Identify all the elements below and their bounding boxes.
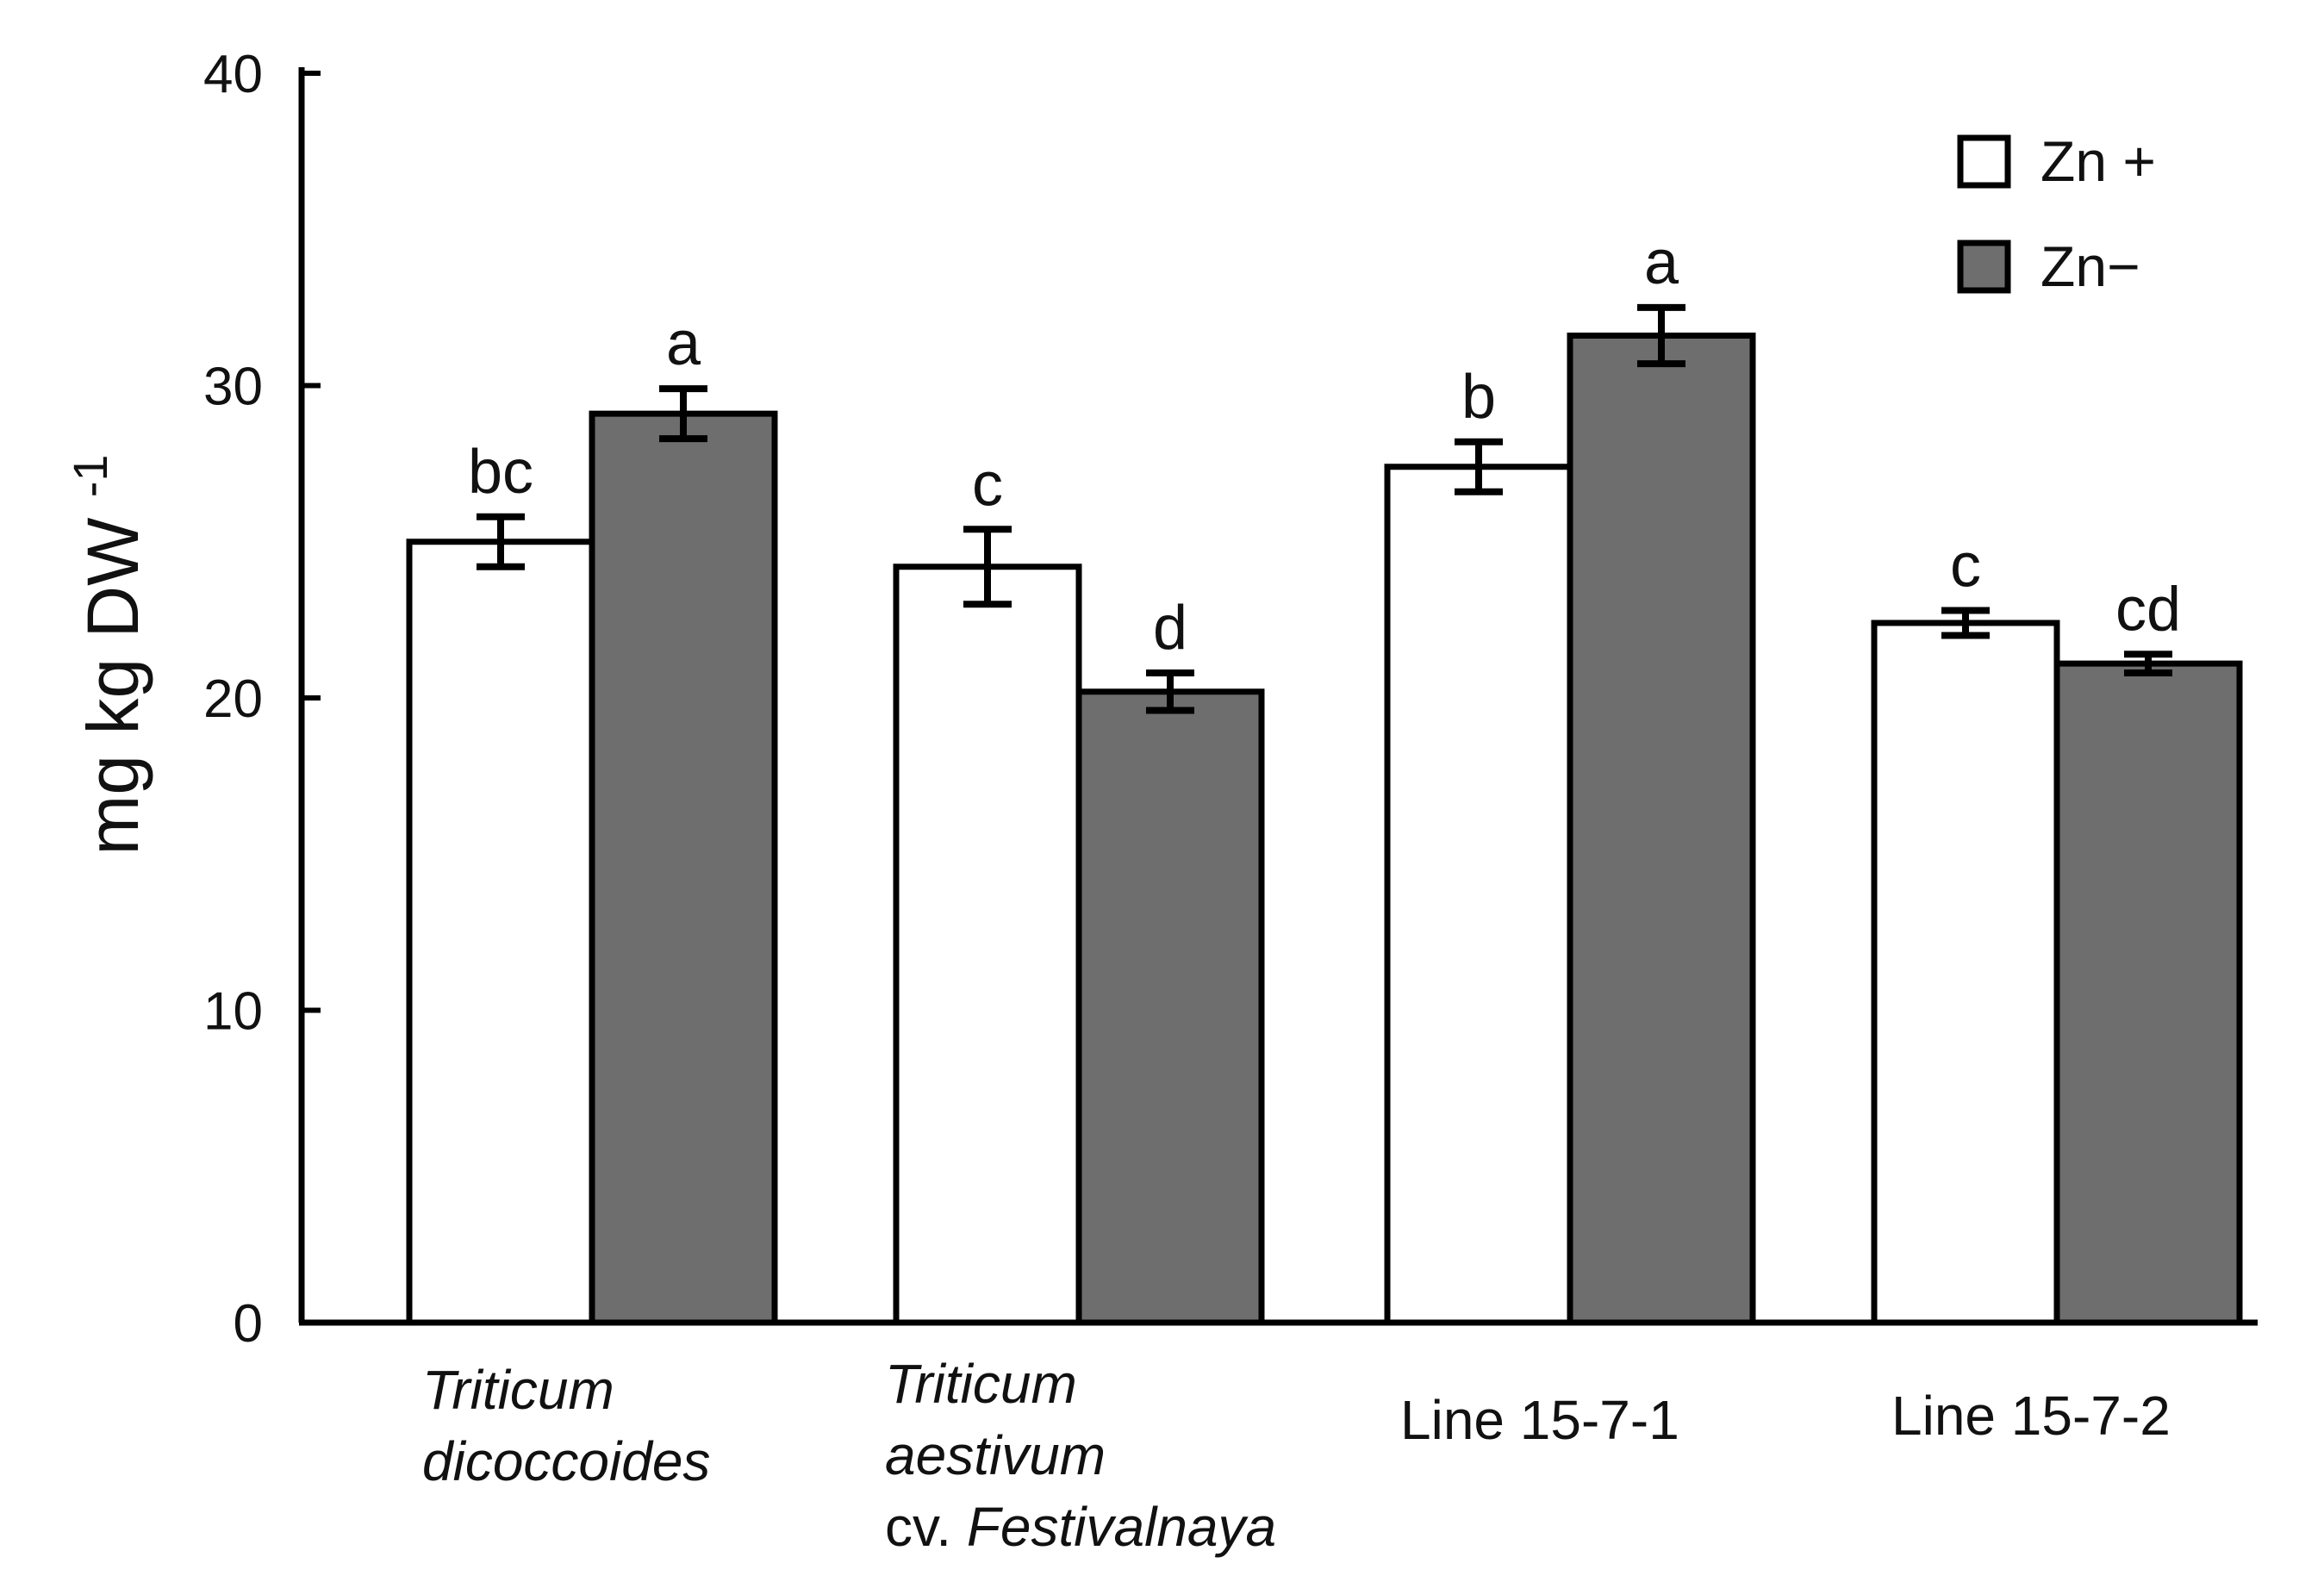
bar (406, 539, 595, 1326)
significance-letter: a (666, 309, 701, 378)
category-label-line: Triticum (422, 1359, 614, 1421)
y-tick-label: 30 (203, 358, 263, 417)
category-label-part: Line 15-7-1 (1400, 1389, 1679, 1451)
legend: Zn + Zn− (1957, 129, 2156, 298)
category-label: Triticum aestivum cv. Festivalnaya (885, 1353, 1276, 1558)
category-label-part: Line 15-7-2 (1891, 1385, 2171, 1447)
category-label-part: cv. (885, 1496, 967, 1558)
bar (1075, 688, 1265, 1326)
legend-label: Zn− (2041, 234, 2140, 298)
legend-swatch (1957, 134, 2011, 189)
category-label-part: aestivum (885, 1424, 1106, 1486)
y-tick-label: 40 (203, 45, 263, 104)
significance-letter: bc (468, 438, 533, 507)
x-axis-labels: Triticum dicoccoides Triticum aestivum cv. F… (422, 1353, 2171, 1558)
significance-letter: c (972, 450, 1003, 519)
y-axis-label: mg kg DW -1 (63, 454, 153, 855)
y-axis-label-text: mg kg DW (72, 518, 153, 856)
category-label-part: Triticum (422, 1359, 614, 1421)
y-axis-label-superscript: -1 (63, 454, 117, 497)
category-label-line: cv. Festivalnaya (885, 1496, 1276, 1558)
category-label-part: dicoccoides (422, 1430, 710, 1492)
category-label-line: aestivum (885, 1424, 1106, 1486)
category-label-line: Line 15-7-1 (1400, 1389, 1679, 1451)
y-tick-label: 10 (203, 982, 263, 1042)
significance-letter: cd (2115, 575, 2181, 644)
significance-letter: b (1461, 363, 1496, 432)
category-label: Triticum dicoccoides (422, 1359, 710, 1492)
category-label: Line 15-7-2 (1891, 1385, 2171, 1447)
category-label-line: dicoccoides (422, 1430, 710, 1492)
significance-letter: d (1153, 594, 1187, 663)
significance-letter: a (1644, 228, 1679, 297)
bar (893, 564, 1082, 1326)
y-tick-label: 0 (234, 1294, 263, 1354)
legend-label: Zn + (2041, 129, 2156, 193)
category-label-part: Triticum (885, 1353, 1077, 1415)
significance-letter: c (1950, 532, 1981, 601)
category-label-line: Line 15-7-2 (1891, 1385, 2171, 1447)
y-tick-label: 20 (203, 669, 263, 729)
bar (1567, 333, 1756, 1326)
category-label-part: Festivalnaya (967, 1496, 1276, 1558)
bar (1384, 464, 1573, 1326)
bar (1871, 620, 2060, 1326)
category-label: Line 15-7-1 (1400, 1389, 1679, 1451)
bar (2053, 660, 2243, 1326)
legend-swatch (1957, 240, 2011, 294)
bar (589, 410, 778, 1326)
category-label-line: Triticum (885, 1353, 1077, 1415)
y-axis: 0 10 20 30 40 mg kg DW -1 (63, 45, 321, 1354)
y-ticks: 0 10 20 30 40 (203, 45, 321, 1354)
